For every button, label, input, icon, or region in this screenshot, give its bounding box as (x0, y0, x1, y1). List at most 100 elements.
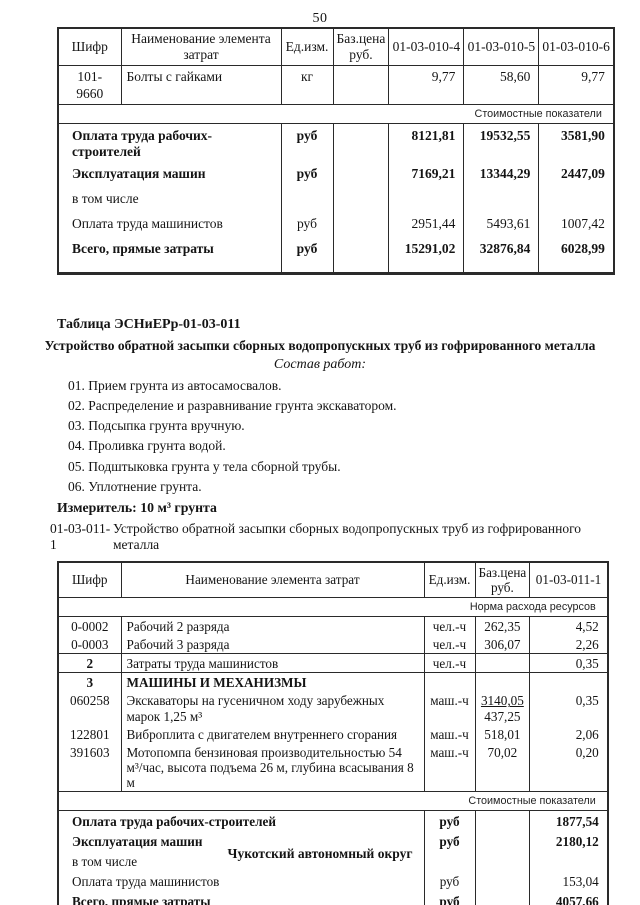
cost-name: Оплата труда рабочих-строителей (57, 810, 425, 831)
resource-row: 2 Затраты труда машинистов чел.-ч 0,35 (57, 652, 609, 673)
cost-baseprice-empty (332, 162, 390, 188)
cost-value-3 (538, 187, 615, 213)
cost-indicators-divider: Стоимостные показатели (57, 103, 615, 124)
cell-baseprice (332, 65, 390, 105)
work-item: 06. Уплотнение грунта. (68, 478, 202, 494)
cell-value: 2,06 (529, 724, 609, 743)
cost-value-3: 2447,09 (538, 162, 615, 188)
resource-row: 101-9660 Болты с гайками кг 9,77 58,60 9… (57, 65, 615, 105)
cell-value: 2,26 (529, 634, 609, 654)
work-item: 02. Распределение и разравнивание грунта… (68, 398, 397, 414)
col-header-010-6: 01-03-010-6 (538, 27, 615, 67)
cell-value-1: 9,77 (388, 65, 465, 105)
col-header-code: Шифр (57, 561, 122, 599)
cost-value-1: 15291,02 (388, 237, 465, 276)
costs-table-010: Шифр Наименование элемента затрат Ед.изм… (57, 27, 615, 276)
norm-item-line: 01-03-011-1 Устройство обратной засыпки … (50, 521, 640, 553)
cell-name: Виброплита с двигателем внутреннего сгор… (120, 724, 425, 743)
section-011: Таблица ЭСНиЕРр-01-03-011 Устройство обр… (0, 317, 640, 553)
cell-value: 0,35 (529, 652, 609, 673)
cost-baseprice-empty (474, 871, 531, 892)
resource-row: 0-0002 Рабочий 2 разряда чел.-ч 262,35 4… (57, 616, 609, 635)
cell-name: Болты с гайками (120, 65, 282, 105)
work-item: 04. Проливка грунта водой. (68, 438, 226, 454)
cell-code: 2 (57, 652, 122, 673)
cell-value: 4,52 (529, 616, 609, 635)
cost-name: в том числе (57, 187, 282, 213)
cell-baseprice: 70,02 (474, 742, 531, 792)
table-subtitle: Устройство обратной засыпки сборных водо… (44, 337, 596, 353)
cost-baseprice-empty (332, 187, 390, 213)
col-header-011-1: 01-03-011-1 (529, 561, 609, 599)
cost-unit: руб (423, 810, 476, 831)
cell-value: 0,20 (529, 742, 609, 792)
col-header-baseprice: Баз.цена руб. (474, 561, 531, 599)
baseprice-denominator: 437,25 (484, 708, 521, 724)
cost-value-3: 3581,90 (538, 123, 615, 163)
cell-baseprice: 306,07 (474, 634, 531, 654)
page-number: 50 (312, 11, 328, 26)
cost-value (529, 851, 609, 872)
col-header-unit: Ед.изм. (280, 27, 334, 67)
resource-row: 0-0003 Рабочий 3 разряда чел.-ч 306,07 2… (57, 634, 609, 654)
work-item: 05. Подштыковка грунта у тела сборной тр… (68, 458, 341, 474)
resource-row: 122801 Виброплита с двигателем внутренне… (57, 724, 609, 743)
col-header-baseprice: Баз.цена руб. (332, 27, 390, 67)
col-header-name: Наименование элемента затрат (120, 561, 425, 599)
cost-indicators-label: Стоимостные показатели (57, 791, 609, 811)
cell-unit: чел.-ч (423, 652, 476, 673)
cost-baseprice-empty (332, 123, 390, 163)
cell-name: Рабочий 3 разряда (120, 634, 425, 654)
cost-value-2: 32876,84 (463, 237, 540, 276)
cost-value-1: 8121,81 (388, 123, 465, 163)
cell-code: 101-9660 (57, 65, 122, 105)
meter-line: Измеритель: 10 м³ грунта (57, 499, 217, 515)
cell-unit: маш.-ч (423, 724, 476, 743)
norm-label: Норма расхода ресурсов (57, 597, 609, 617)
resource-row: 391603 Мотопомпа бензиновая производител… (57, 742, 609, 792)
cell-value-3: 9,77 (538, 65, 615, 105)
resource-row: 060258 Экскаваторы на гусеничном ходу за… (57, 691, 609, 725)
cost-row: в том числе (57, 851, 609, 872)
cost-name: Всего, прямые затраты (57, 891, 425, 905)
cost-baseprice-empty (332, 237, 390, 276)
costs-table-011: Шифр Наименование элемента затрат Ед.изм… (57, 560, 609, 905)
cell-code: 060258 (57, 691, 122, 725)
table-header-row: Шифр Наименование элемента затрат Ед.изм… (57, 27, 615, 67)
cell-baseprice: 518,01 (474, 724, 531, 743)
cell-name: Мотопомпа бензиновая производительностью… (120, 742, 425, 792)
cell-unit: маш.-ч (423, 691, 476, 725)
cost-indicators-label: Стоимостные показатели (57, 103, 615, 124)
baseprice-numerator: 3140,05 (480, 693, 524, 709)
cell-code: 0-0002 (57, 616, 122, 635)
cost-value-3: 1007,42 (538, 212, 615, 238)
cost-value: 153,04 (529, 871, 609, 892)
cost-unit: руб (280, 123, 334, 163)
col-header-name: Наименование элемента затрат (120, 27, 282, 67)
cost-row: Оплата труда рабочих-строителей руб 8121… (57, 123, 615, 163)
cell-code: 3 (57, 672, 122, 692)
cost-row: Оплата труда машинистов руб 2951,44 5493… (57, 212, 615, 238)
cell-value: 0,35 (529, 691, 609, 725)
cost-value: 2180,12 (529, 830, 609, 852)
col-header-010-5: 01-03-010-5 (463, 27, 540, 67)
cell-baseprice (474, 652, 531, 673)
cost-unit (280, 187, 334, 213)
cell-name: Затраты труда машинистов (120, 652, 425, 673)
cost-name: Оплата труда машинистов (57, 871, 425, 892)
cost-row-total: Всего, прямые затраты руб 15291,02 32876… (57, 237, 615, 276)
cost-value-1: 7169,21 (388, 162, 465, 188)
cell-baseprice-fraction: 3140,05 437,25 (474, 691, 531, 725)
cell-code: 391603 (57, 742, 122, 792)
cell-name: Рабочий 2 разряда (120, 616, 425, 635)
cost-baseprice-empty (332, 212, 390, 238)
table-title: Таблица ЭСНиЕРр-01-03-011 (57, 317, 241, 333)
cost-value-1 (388, 187, 465, 213)
cost-unit: руб (423, 871, 476, 892)
cell-code: 122801 (57, 724, 122, 743)
cost-row: Оплата труда рабочих-строителей руб 1877… (57, 810, 609, 831)
cost-value: 1877,54 (529, 810, 609, 831)
norm-item-code: 01-03-011-1 (50, 520, 111, 552)
cell-code: 0-0003 (57, 634, 122, 654)
norm-item-name: Устройство обратной засыпки сборных водо… (113, 520, 582, 552)
